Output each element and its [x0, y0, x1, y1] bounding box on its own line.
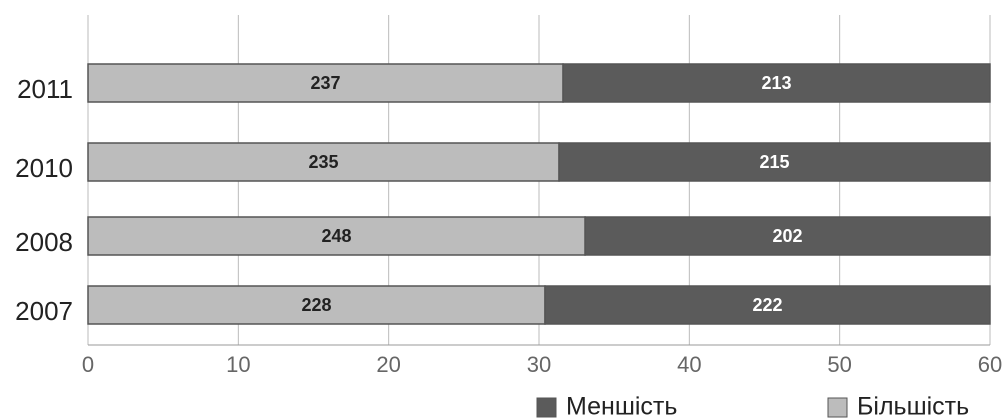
x-tick-label: 30	[527, 352, 551, 377]
data-label: 235	[308, 152, 338, 172]
y-tick-label: 2007	[15, 296, 73, 326]
bar-segment	[87, 285, 546, 325]
bar-segment	[87, 63, 564, 103]
bar-segment	[544, 285, 991, 325]
data-label: 228	[301, 295, 331, 315]
data-label: 215	[759, 152, 789, 172]
data-label: 222	[752, 295, 782, 315]
data-label: 213	[762, 73, 792, 93]
data-label: 237	[311, 73, 341, 93]
legend-label: Меншість	[566, 393, 677, 419]
bar-segment	[562, 63, 991, 103]
bar-segment	[558, 142, 991, 182]
legend-swatch	[827, 397, 848, 418]
legend-swatch	[536, 397, 557, 418]
y-tick-label: 2010	[15, 153, 73, 183]
y-tick-label: 2011	[17, 74, 73, 104]
x-tick-label: 60	[978, 352, 1002, 377]
data-label: 248	[322, 226, 352, 246]
x-tick-label: 40	[677, 352, 701, 377]
x-tick-label: 50	[827, 352, 851, 377]
x-tick-label: 0	[82, 352, 94, 377]
bar-segment	[584, 216, 991, 256]
x-tick-label: 10	[226, 352, 250, 377]
y-tick-label: 2008	[15, 227, 73, 257]
data-label: 202	[773, 226, 803, 246]
x-tick-label: 20	[376, 352, 400, 377]
legend-label: Більшість	[857, 393, 969, 419]
